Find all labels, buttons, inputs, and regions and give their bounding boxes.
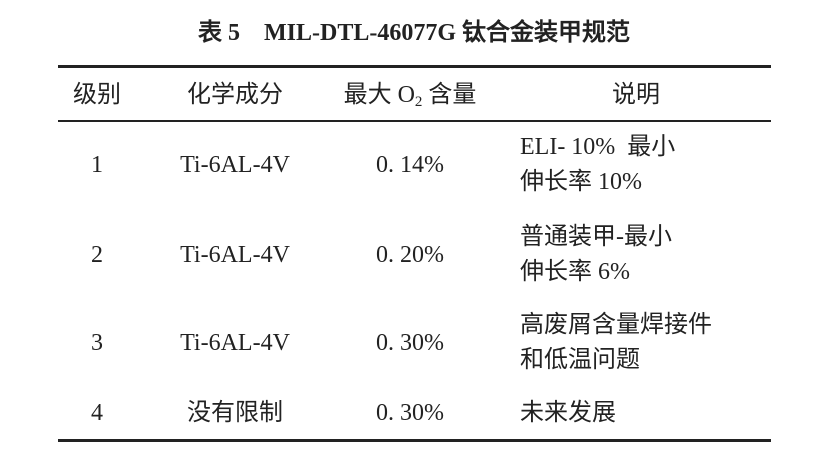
cell: 0. 30% xyxy=(376,400,444,426)
header-rule xyxy=(58,120,771,122)
description-line: 伸长率 10% xyxy=(520,169,642,195)
cell: 1 xyxy=(91,152,103,178)
cell: 0. 30% xyxy=(376,330,444,356)
header-cell: 化学成分 xyxy=(187,82,283,108)
cell: 4 xyxy=(91,400,103,426)
cell: 2 xyxy=(91,242,103,268)
header-text: 最大 O xyxy=(343,82,415,108)
header-cell: 说明 xyxy=(612,82,660,108)
description-line: 伸长率 6% xyxy=(520,259,630,285)
cell: 0. 20% xyxy=(376,242,444,268)
description-line: ELI- 10% 最小 xyxy=(520,134,676,160)
description-line: 未来发展 xyxy=(520,399,616,426)
table-title: 表 5 MIL-DTL-46077G 钛合金装甲规范 xyxy=(198,20,630,46)
header-cell: 级别 xyxy=(73,82,121,108)
description-line: 和低温问题 xyxy=(520,347,640,373)
bottom-rule xyxy=(58,439,771,442)
cell: 0. 14% xyxy=(376,152,444,178)
cell: Ti-6AL-4V xyxy=(180,330,290,356)
cell: Ti-6AL-4V xyxy=(180,242,290,268)
header-subscript: 2 xyxy=(414,94,423,110)
header-cell: 最大 O2 含量 xyxy=(344,80,477,117)
cell: 3 xyxy=(91,330,103,356)
top-rule xyxy=(58,65,771,68)
cell: Ti-6AL-4V xyxy=(180,152,290,178)
header-text: 含量 xyxy=(422,82,477,108)
cell: 没有限制 xyxy=(187,400,283,426)
description-line: 普通装甲-最小 xyxy=(520,224,672,250)
description-line: 高废屑含量焊接件 xyxy=(520,312,712,338)
